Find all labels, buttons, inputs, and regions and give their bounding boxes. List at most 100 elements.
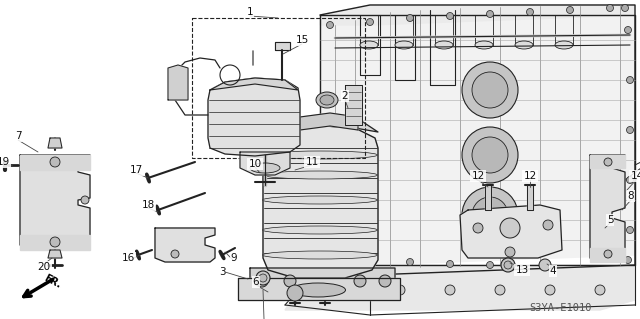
Polygon shape	[240, 152, 290, 175]
Text: 6: 6	[253, 277, 259, 287]
Circle shape	[259, 274, 267, 282]
Circle shape	[81, 196, 89, 204]
Polygon shape	[345, 85, 362, 125]
Circle shape	[595, 285, 605, 295]
Polygon shape	[300, 113, 358, 130]
Ellipse shape	[262, 226, 378, 234]
Text: 18: 18	[141, 200, 155, 210]
Polygon shape	[48, 138, 62, 148]
Text: 1: 1	[246, 7, 253, 17]
Circle shape	[287, 285, 303, 301]
Polygon shape	[238, 278, 400, 300]
Circle shape	[171, 250, 179, 258]
Ellipse shape	[316, 92, 338, 108]
Circle shape	[326, 249, 333, 256]
Circle shape	[500, 218, 520, 238]
Ellipse shape	[395, 41, 413, 49]
Text: 8: 8	[628, 191, 634, 201]
Circle shape	[345, 285, 355, 295]
Ellipse shape	[320, 150, 334, 160]
Circle shape	[367, 255, 374, 262]
Circle shape	[447, 261, 454, 268]
Circle shape	[495, 285, 505, 295]
Circle shape	[627, 226, 634, 234]
Circle shape	[447, 12, 454, 19]
Circle shape	[604, 250, 612, 258]
Polygon shape	[485, 185, 491, 210]
Polygon shape	[590, 155, 625, 262]
Polygon shape	[208, 78, 300, 156]
Circle shape	[543, 220, 553, 230]
Ellipse shape	[360, 41, 378, 49]
Circle shape	[256, 271, 270, 285]
Circle shape	[406, 14, 413, 21]
Ellipse shape	[325, 130, 355, 150]
Ellipse shape	[515, 41, 533, 49]
Ellipse shape	[328, 232, 352, 248]
Circle shape	[50, 157, 60, 167]
Polygon shape	[155, 228, 215, 262]
Ellipse shape	[555, 41, 573, 49]
Ellipse shape	[262, 171, 378, 179]
Circle shape	[462, 62, 518, 118]
Text: 19: 19	[0, 157, 10, 167]
Circle shape	[545, 285, 555, 295]
Circle shape	[472, 197, 508, 233]
Polygon shape	[20, 235, 90, 250]
Circle shape	[627, 127, 634, 133]
Polygon shape	[285, 255, 635, 310]
Circle shape	[256, 275, 268, 287]
Ellipse shape	[325, 185, 355, 205]
Polygon shape	[460, 205, 562, 258]
Circle shape	[462, 187, 518, 243]
Circle shape	[501, 258, 515, 272]
Circle shape	[379, 275, 391, 287]
Text: 10: 10	[248, 159, 262, 169]
Circle shape	[395, 285, 405, 295]
Ellipse shape	[262, 251, 378, 259]
Circle shape	[472, 72, 508, 108]
Polygon shape	[320, 5, 635, 265]
Polygon shape	[272, 117, 378, 132]
Text: 14: 14	[630, 171, 640, 181]
Circle shape	[566, 6, 573, 13]
Polygon shape	[48, 250, 62, 258]
Circle shape	[473, 223, 483, 233]
Ellipse shape	[435, 41, 453, 49]
Circle shape	[486, 11, 493, 18]
Circle shape	[625, 256, 632, 263]
Circle shape	[627, 77, 634, 84]
Circle shape	[504, 261, 512, 269]
Ellipse shape	[316, 202, 338, 218]
Circle shape	[445, 285, 455, 295]
Polygon shape	[250, 268, 395, 295]
Polygon shape	[263, 125, 378, 278]
Circle shape	[621, 4, 628, 11]
Ellipse shape	[291, 283, 346, 297]
Circle shape	[462, 127, 518, 183]
Circle shape	[527, 9, 534, 16]
Circle shape	[326, 21, 333, 28]
Circle shape	[604, 158, 612, 166]
Circle shape	[406, 258, 413, 265]
Polygon shape	[527, 185, 533, 210]
Circle shape	[472, 137, 508, 173]
Ellipse shape	[262, 196, 378, 204]
Ellipse shape	[262, 151, 378, 159]
Text: 16: 16	[122, 253, 134, 263]
Polygon shape	[320, 5, 635, 25]
Polygon shape	[590, 248, 625, 262]
Circle shape	[486, 262, 493, 269]
Ellipse shape	[320, 95, 334, 105]
Ellipse shape	[300, 284, 340, 296]
Text: 2: 2	[342, 91, 348, 101]
Polygon shape	[168, 65, 188, 100]
Circle shape	[625, 26, 632, 33]
Ellipse shape	[320, 205, 334, 215]
Text: 15: 15	[296, 35, 308, 45]
Text: 20: 20	[37, 262, 51, 272]
Ellipse shape	[475, 41, 493, 49]
Polygon shape	[275, 42, 290, 50]
Text: FR.: FR.	[42, 273, 62, 291]
Polygon shape	[20, 155, 90, 170]
